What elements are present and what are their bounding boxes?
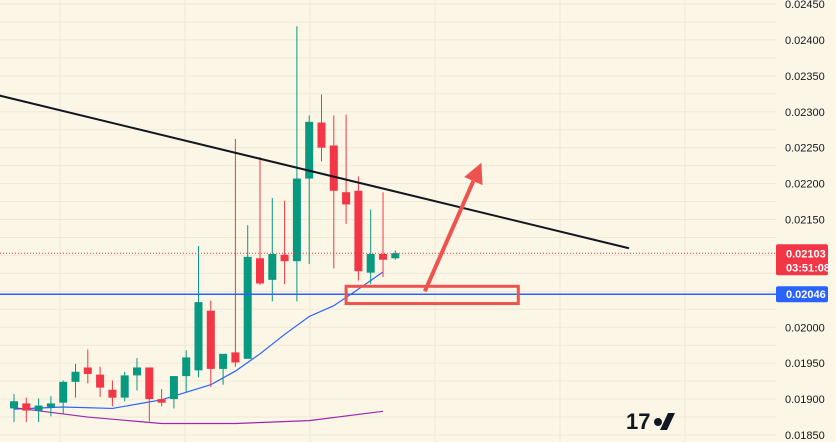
candle-body bbox=[329, 145, 338, 191]
candle-body bbox=[231, 352, 240, 363]
candle-body bbox=[219, 353, 228, 369]
trendline[interactable] bbox=[0, 64, 630, 250]
candle bbox=[206, 300, 215, 387]
candle bbox=[243, 225, 252, 359]
current-price-label: 0.02103 bbox=[786, 248, 826, 260]
arrow-head bbox=[464, 162, 483, 186]
candle-body bbox=[182, 357, 191, 377]
price-tags: 0.02046 0.02103 03:51:08 bbox=[776, 244, 830, 303]
candle bbox=[46, 396, 55, 417]
candle bbox=[83, 349, 92, 384]
candle bbox=[292, 26, 301, 302]
y-tick-label: 0.01900 bbox=[785, 394, 825, 406]
candle bbox=[194, 246, 203, 378]
candle bbox=[22, 397, 31, 423]
moving-averages bbox=[13, 271, 384, 425]
candle bbox=[231, 139, 240, 367]
candle-body bbox=[46, 403, 55, 407]
candle bbox=[354, 176, 363, 281]
candle-body bbox=[83, 367, 92, 374]
arrow-shaft bbox=[422, 180, 476, 293]
candle-body bbox=[10, 401, 18, 409]
candle bbox=[329, 115, 338, 269]
candle bbox=[317, 94, 326, 162]
y-tick-label: 0.02250 bbox=[785, 143, 825, 155]
annotation-arrow[interactable] bbox=[422, 162, 483, 293]
candle bbox=[10, 394, 18, 423]
candle-body bbox=[169, 376, 178, 400]
candle-body bbox=[108, 389, 117, 398]
candle bbox=[268, 197, 277, 302]
y-tick-label: 0.02400 bbox=[785, 35, 825, 47]
candle-body bbox=[280, 254, 289, 262]
y-tick-label: 0.01950 bbox=[785, 358, 825, 370]
y-tick-label: 0.02150 bbox=[785, 215, 825, 227]
candle-body bbox=[305, 121, 314, 179]
candle-body bbox=[71, 371, 80, 382]
y-tick-label: 0.01850 bbox=[785, 430, 825, 442]
candle-body bbox=[133, 367, 141, 376]
candle bbox=[96, 366, 105, 397]
y-tick-label: 0.02300 bbox=[785, 107, 825, 119]
candle bbox=[182, 350, 191, 392]
candle bbox=[342, 114, 351, 224]
candle-body bbox=[22, 403, 31, 411]
candle-body bbox=[157, 399, 166, 403]
candle bbox=[108, 380, 117, 407]
y-tick-label: 0.02450 bbox=[785, 0, 825, 11]
candle-body bbox=[96, 374, 105, 388]
candle bbox=[145, 367, 154, 422]
candle-body bbox=[268, 253, 277, 280]
annotation-box[interactable] bbox=[344, 284, 520, 306]
candle bbox=[59, 380, 68, 414]
candle bbox=[133, 358, 141, 391]
candle-body bbox=[342, 192, 351, 205]
candle bbox=[256, 157, 264, 285]
y-tick-label: 0.02200 bbox=[785, 179, 825, 191]
y-tick-label: 0.02000 bbox=[785, 322, 825, 334]
candlesticks bbox=[10, 26, 400, 423]
candle bbox=[280, 200, 289, 285]
candle bbox=[391, 250, 400, 260]
candle bbox=[169, 376, 178, 409]
candle-body bbox=[354, 190, 363, 272]
moving-average-2 bbox=[13, 407, 384, 425]
candle bbox=[366, 209, 375, 285]
candle-body bbox=[206, 310, 215, 369]
candle bbox=[120, 371, 129, 402]
candle-body bbox=[243, 256, 252, 359]
candle-body bbox=[317, 122, 326, 148]
candle-body bbox=[34, 405, 43, 411]
candle bbox=[157, 389, 166, 407]
candle-body bbox=[120, 375, 129, 398]
svg-text:17: 17 bbox=[626, 409, 650, 434]
support-price-label: 0.02046 bbox=[786, 289, 826, 301]
countdown-label: 03:51:08 bbox=[786, 262, 830, 274]
moving-average-1 bbox=[13, 271, 384, 410]
candle-body bbox=[194, 302, 203, 371]
candle bbox=[71, 363, 80, 398]
candle-body bbox=[256, 258, 264, 284]
candle-body bbox=[391, 253, 400, 259]
candle-body bbox=[379, 253, 387, 260]
grid-lines bbox=[0, 0, 776, 442]
candle bbox=[219, 353, 228, 385]
candle bbox=[34, 398, 43, 423]
candle bbox=[305, 115, 314, 265]
candle-body bbox=[59, 381, 68, 403]
tradingview-logo[interactable]: 17 bbox=[626, 409, 675, 434]
candle-body bbox=[366, 253, 375, 273]
candle bbox=[379, 192, 387, 277]
candle-body bbox=[145, 367, 154, 400]
current-price-tag bbox=[776, 244, 828, 276]
price-axis[interactable]: 0.02450 0.02400 0.02350 0.02300 0.02250 0.022… bbox=[785, 0, 825, 442]
y-tick-label: 0.02350 bbox=[785, 71, 825, 83]
candle-body bbox=[292, 178, 301, 262]
support-price-tag bbox=[776, 286, 828, 303]
